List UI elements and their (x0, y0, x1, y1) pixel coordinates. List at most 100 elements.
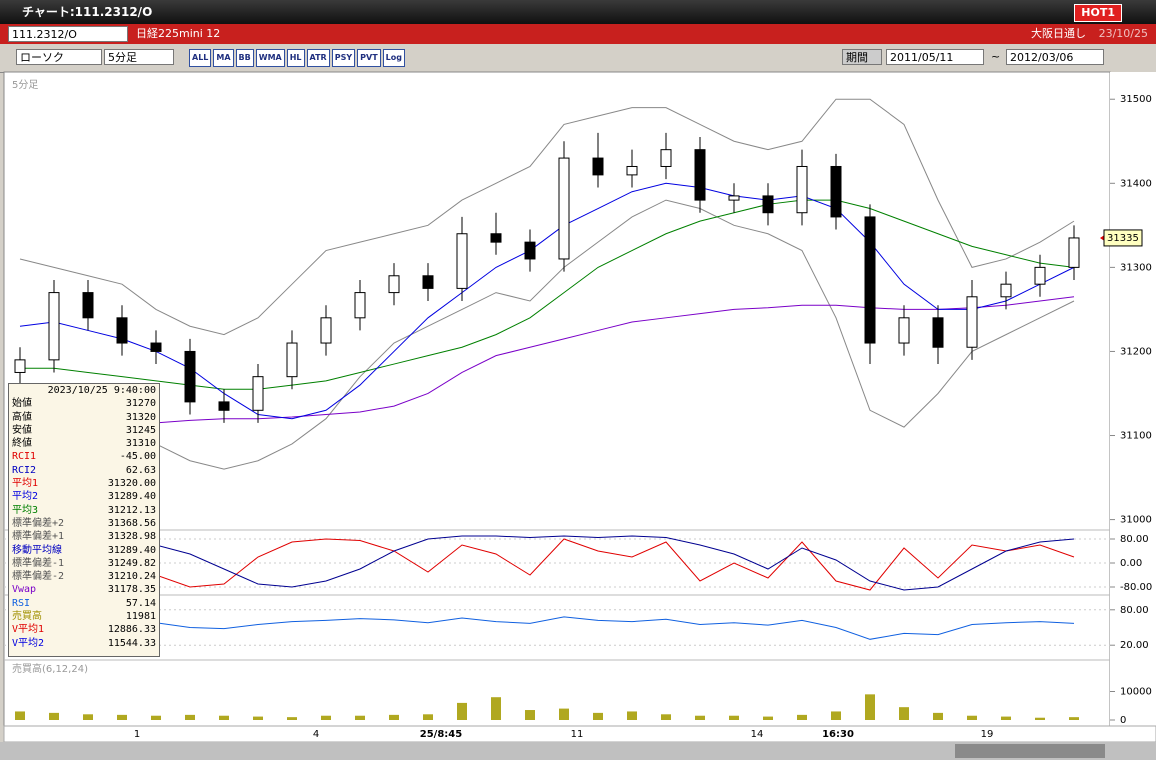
last-price-box (1103, 229, 1143, 247)
volume-bar (83, 714, 93, 720)
tool-icon[interactable]: Log (382, 49, 405, 67)
info-row: 売買高 11981 (9, 610, 159, 623)
candle-body (694, 149, 706, 201)
info-value: -45.00 (119, 451, 156, 463)
tool-icon[interactable]: HL (286, 49, 305, 67)
volume-bar (321, 715, 331, 720)
info-row: 安値 31245 (9, 424, 159, 437)
info-value: 31210.24 (107, 571, 156, 583)
candle-body (898, 317, 910, 344)
info-row: V平均1 12886.33 (9, 623, 159, 636)
info-value: 12886.33 (107, 624, 156, 636)
period-button[interactable]: 期間 (842, 49, 882, 65)
volume-bar (865, 694, 875, 720)
candle-body (490, 233, 502, 243)
info-label: 平均1 (12, 478, 39, 490)
volume-bar (593, 712, 603, 720)
plot-bg (3, 71, 1111, 727)
info-label: 平均3 (12, 504, 39, 516)
scrollbar[interactable] (0, 742, 1156, 760)
x-tick-label: 25/8:45 (420, 729, 462, 740)
volume-bar (899, 707, 909, 720)
session: 大阪日通し (1031, 27, 1086, 40)
tool-icon[interactable]: ALL (189, 49, 212, 67)
candle-body (354, 292, 366, 319)
y-tick-label: 0.00 (1120, 558, 1142, 569)
info-row: V平均2 11544.33 (9, 637, 159, 650)
y-tick-label: 31000 (1120, 515, 1152, 526)
info-value: 57.14 (125, 597, 156, 609)
volume-bar (15, 711, 25, 720)
x-tick-label: 14 (751, 729, 764, 740)
volume-bar (1001, 716, 1011, 720)
tool-icon[interactable]: MA (213, 49, 234, 67)
candle-body (422, 275, 434, 289)
from-date[interactable]: 2011/05/11 (886, 49, 984, 65)
tool-icon[interactable]: BB (235, 49, 254, 67)
info-label: V平均1 (12, 624, 45, 636)
volume-bar (457, 702, 467, 720)
scroll-thumb[interactable] (955, 744, 1105, 758)
x-tick-label: 1 (134, 729, 140, 740)
volume-bar (627, 711, 637, 720)
info-label: 移動平均線 (12, 544, 62, 556)
line (19, 535, 1075, 591)
candle-body (320, 317, 332, 344)
info-value: 62.63 (125, 464, 156, 476)
volume-bar (967, 715, 977, 720)
volume-bar (559, 708, 569, 720)
axis-bg (1110, 72, 1156, 726)
candle-body (150, 342, 162, 352)
info-row: 標準偏差-1 31249.82 (9, 557, 159, 570)
candle-body (218, 401, 230, 411)
line (19, 616, 1075, 640)
icon-group: ALL MA BB WMA HL ATR PSY PVT Log (188, 48, 808, 68)
info-label: 売買高 (12, 611, 42, 623)
volume-bar (253, 716, 263, 720)
info-row: RCI1 -45.00 (9, 450, 159, 463)
interval-select[interactable]: 5分足 (104, 49, 174, 65)
info-value: 31289.40 (107, 544, 156, 556)
symbol-select[interactable]: 111.2312/O (8, 26, 128, 42)
tool-icon[interactable]: PSY (331, 49, 356, 67)
info-row: 始値 31270 (9, 397, 159, 410)
volume-bar (117, 714, 127, 720)
volume-bar (151, 715, 161, 720)
line (20, 199, 1075, 390)
y-tick-label: 31200 (1120, 346, 1152, 357)
volume-bar (389, 714, 399, 720)
y-tick-label: 80.00 (1120, 605, 1149, 616)
tool-icon[interactable]: PVT (357, 49, 381, 67)
date: 23/10/25 (1098, 27, 1148, 40)
candle-body (116, 317, 128, 344)
candle-body (1000, 283, 1012, 298)
style-select[interactable]: ローソク (16, 49, 102, 65)
info-value: 31310 (125, 438, 156, 450)
candle-body (286, 342, 298, 378)
candle-body (82, 292, 94, 319)
volume-bar (797, 714, 807, 720)
candle-body (48, 292, 60, 361)
tool-icon[interactable]: WMA (255, 49, 285, 67)
y-tick-label: 20.00 (1120, 640, 1149, 651)
volume-bar (49, 712, 59, 720)
y-tick-label: 31300 (1120, 262, 1152, 273)
x-tick-label: 16:30 (822, 729, 854, 740)
line (19, 182, 1075, 420)
volume-bar (423, 714, 433, 720)
info-row: 移動平均線 31289.40 (9, 544, 159, 557)
info-value: 11544.33 (107, 637, 156, 649)
hot-button[interactable]: HOT1 (1074, 4, 1122, 22)
tool-icon[interactable]: ATR (306, 49, 330, 67)
volume-bar (763, 716, 773, 720)
candle-body (252, 376, 264, 411)
info-row: 平均1 31320.00 (9, 477, 159, 490)
candle-body (626, 165, 638, 176)
info-label: 安値 (12, 424, 32, 436)
to-date[interactable]: 2012/03/06 (1006, 49, 1104, 65)
info-label: V平均2 (12, 637, 45, 649)
info-value: 31249.82 (107, 557, 156, 569)
candle-body (796, 165, 808, 214)
candle-body (966, 296, 978, 348)
candle-body (388, 275, 400, 294)
